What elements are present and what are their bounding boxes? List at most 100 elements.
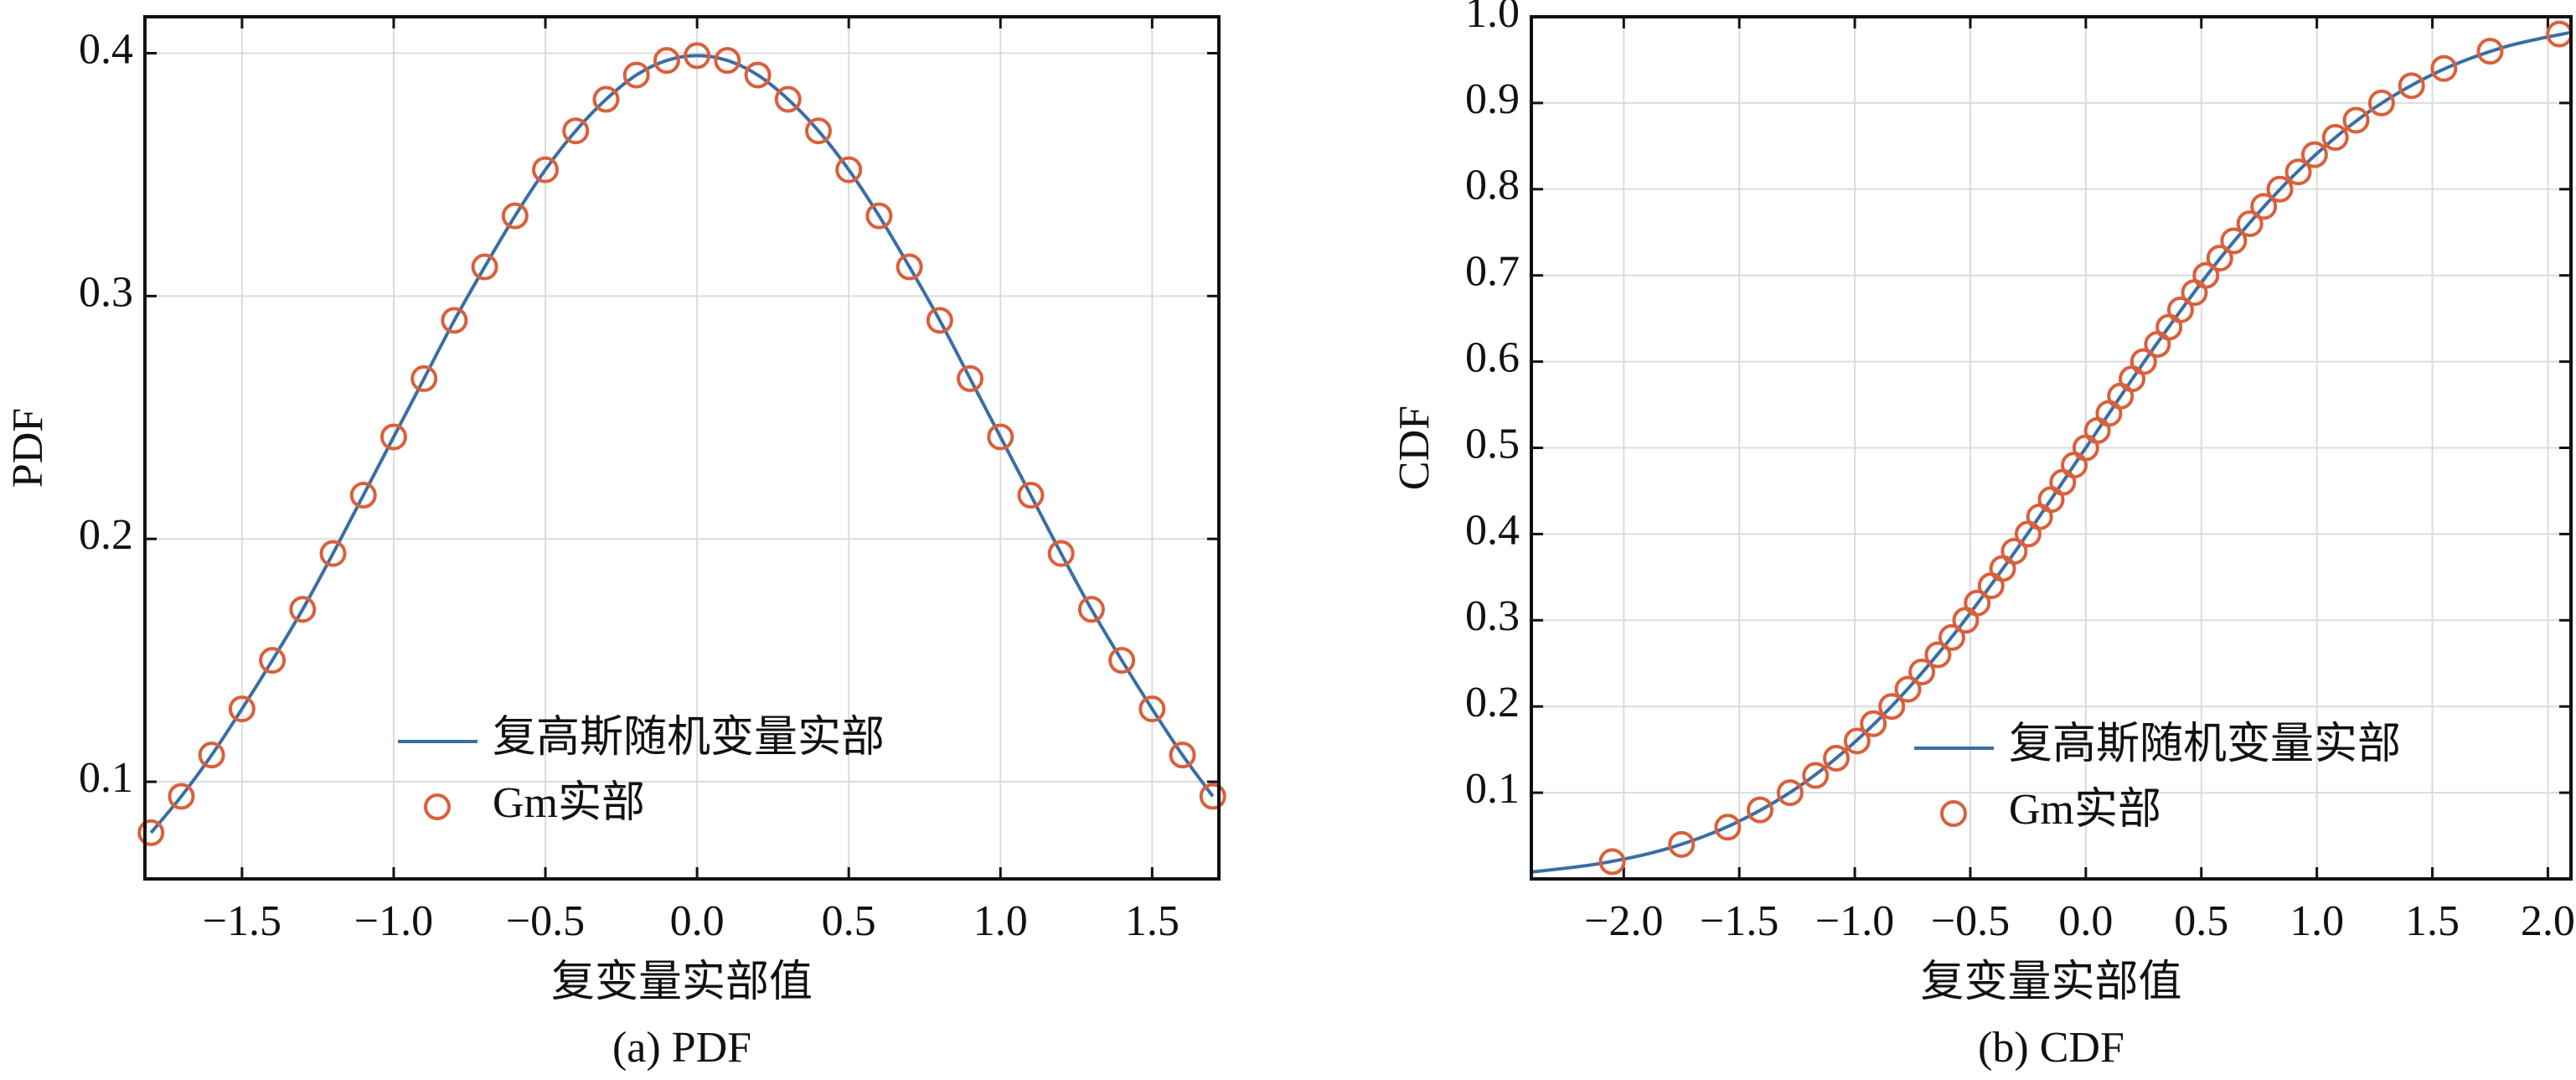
y-tick-label: 0.9	[1465, 75, 1520, 123]
marker	[1017, 482, 1045, 509]
marker	[1668, 830, 1696, 858]
y-tick-label: 0.3	[1465, 592, 1520, 640]
y-tick-label: 0.4	[1465, 506, 1520, 554]
x-tick-label: −1.0	[1815, 897, 1894, 945]
y-axis-label: PDF	[4, 408, 52, 488]
marker	[987, 423, 1014, 451]
marker	[2398, 72, 2425, 100]
y-tick-label: 0.8	[1465, 162, 1520, 209]
caption: (b) CDF	[1978, 1024, 2124, 1072]
marker	[714, 47, 741, 75]
legend-marker	[424, 793, 451, 820]
marker	[532, 156, 560, 183]
marker	[684, 42, 711, 70]
marker	[1964, 589, 1991, 617]
y-tick-label: 0.5	[1465, 420, 1520, 468]
marker	[228, 695, 256, 723]
marker	[2250, 193, 2278, 220]
marker	[926, 307, 953, 334]
legend-label: 复高斯随机变量实部	[2009, 721, 2401, 768]
marker	[1894, 675, 1922, 703]
marker	[1878, 693, 1906, 721]
marker	[804, 117, 832, 145]
marker	[1108, 647, 1136, 674]
y-tick-label: 0.7	[1465, 248, 1520, 296]
marker	[1598, 848, 1626, 876]
marker	[2367, 89, 2395, 116]
x-axis-label: 复变量实部值	[1920, 959, 2181, 1006]
line-series	[1531, 30, 2572, 874]
marker	[1077, 596, 1105, 623]
marker	[441, 307, 468, 334]
marker	[2284, 158, 2312, 186]
marker	[410, 364, 438, 392]
marker	[2342, 106, 2370, 134]
axes-frame	[1530, 15, 2573, 881]
axes-frame	[143, 15, 1221, 881]
x-axis-label: 复变量实部值	[551, 959, 813, 1006]
marker	[1199, 783, 1226, 810]
x-tick-label: 0.0	[2058, 897, 2113, 945]
marker	[1169, 742, 1196, 769]
marker	[957, 364, 984, 392]
y-axis-label: CDF	[1391, 406, 1438, 490]
marker	[471, 253, 498, 281]
legend-label: Gm实部	[2009, 786, 2161, 834]
y-tick-label: 0.3	[79, 268, 133, 316]
x-tick-label: 2.0	[2521, 897, 2575, 945]
marker	[2206, 245, 2233, 272]
x-tick-label: 1.0	[973, 897, 1028, 945]
legend-label: 复高斯随机变量实部	[493, 714, 885, 762]
marker	[744, 61, 772, 89]
marker	[622, 61, 650, 89]
marker	[1938, 623, 1965, 651]
x-tick-label: 1.0	[2289, 897, 2344, 945]
chart-panel: −2.0 −1.5 −1.0 −0.5 0.0 0.5 1.0 1.5 2.0 0.1 0.2 0.3…	[1391, 0, 2575, 1072]
marker	[1776, 779, 1804, 807]
marker	[1823, 744, 1851, 772]
marker	[835, 156, 863, 183]
y-tick-label: 0.2	[1465, 679, 1520, 726]
marker	[2000, 537, 2028, 565]
y-tick-label: 0.1	[1465, 765, 1520, 813]
x-tick-label: −1.0	[354, 897, 433, 945]
y-tick-label: 0.1	[79, 754, 133, 802]
x-tick-label: −1.5	[1700, 897, 1778, 945]
marker	[865, 202, 893, 230]
y-tick-label: 0.2	[79, 511, 133, 559]
marker	[2300, 141, 2328, 168]
marker	[2236, 209, 2264, 237]
x-tick-label: −2.0	[1584, 897, 1663, 945]
marker	[501, 202, 529, 230]
marker	[1843, 727, 1871, 755]
caption: (a) PDF	[612, 1024, 751, 1072]
line-series	[149, 54, 1215, 835]
marker	[198, 742, 225, 769]
x-tick-label: 0.0	[670, 897, 725, 945]
y-tick-label: 0.4	[79, 25, 133, 73]
marker	[2129, 348, 2157, 375]
marker	[1908, 659, 1936, 686]
marker	[562, 117, 590, 145]
marker	[319, 540, 347, 567]
marker	[2266, 175, 2294, 203]
chart-panel: −1.5 −1.0 −0.5 0.0 0.5 1.0 1.5 0.1 0.2 0.3 0.4 复高斯随…	[4, 15, 1226, 1072]
marker	[289, 596, 317, 623]
marker	[349, 482, 377, 509]
marker	[1714, 814, 1742, 841]
x-tick-label: 0.5	[822, 897, 876, 945]
x-tick-label: −0.5	[506, 897, 585, 945]
marker	[653, 47, 680, 75]
marker	[1138, 695, 1166, 723]
marker	[2220, 227, 2248, 255]
marker	[2321, 124, 2349, 152]
marker	[1047, 540, 1075, 567]
marker	[774, 85, 802, 113]
marker	[2430, 54, 2458, 82]
y-tick-label: 0.6	[1465, 334, 1520, 382]
marker	[2192, 261, 2220, 289]
y-tick-label: 1.0	[1465, 0, 1520, 37]
marker	[1924, 641, 1952, 669]
